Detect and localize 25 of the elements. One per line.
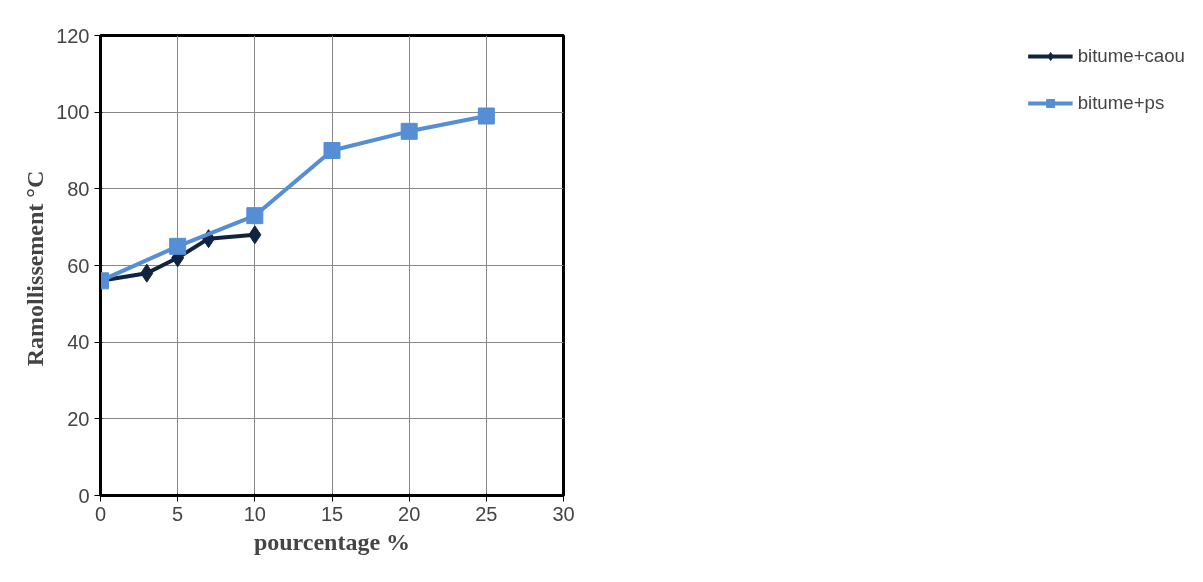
x-tick-label: 0 [94,502,107,525]
y-tick-label: 0 [78,484,90,507]
legend-label: bitume+caou [1077,45,1185,67]
point [169,237,187,255]
y-tick-label: 80 [67,177,90,200]
point [248,225,262,245]
x-tick-label: 25 [475,502,498,525]
point [246,207,264,225]
y-axis-title: Ramollissement °C [22,170,49,367]
x-tick-label: 30 [552,502,575,525]
x-tick-label: 5 [172,502,184,525]
y-tick-label: 120 [56,24,90,47]
y-tick-label: 60 [67,254,90,277]
y-tick-label: 20 [67,407,90,430]
x-tick-label: 20 [398,502,421,525]
x-tick-label: 15 [320,502,344,525]
point [323,142,341,159]
y-tick-label: 40 [67,331,90,354]
point [140,263,154,283]
legend-label: bitume+ps [1077,92,1165,114]
x-axis-title: pourcentage % [253,528,411,555]
point [400,122,418,140]
y-tick-label: 100 [56,101,90,124]
x-tick-label: 10 [243,502,266,525]
point [477,107,495,125]
